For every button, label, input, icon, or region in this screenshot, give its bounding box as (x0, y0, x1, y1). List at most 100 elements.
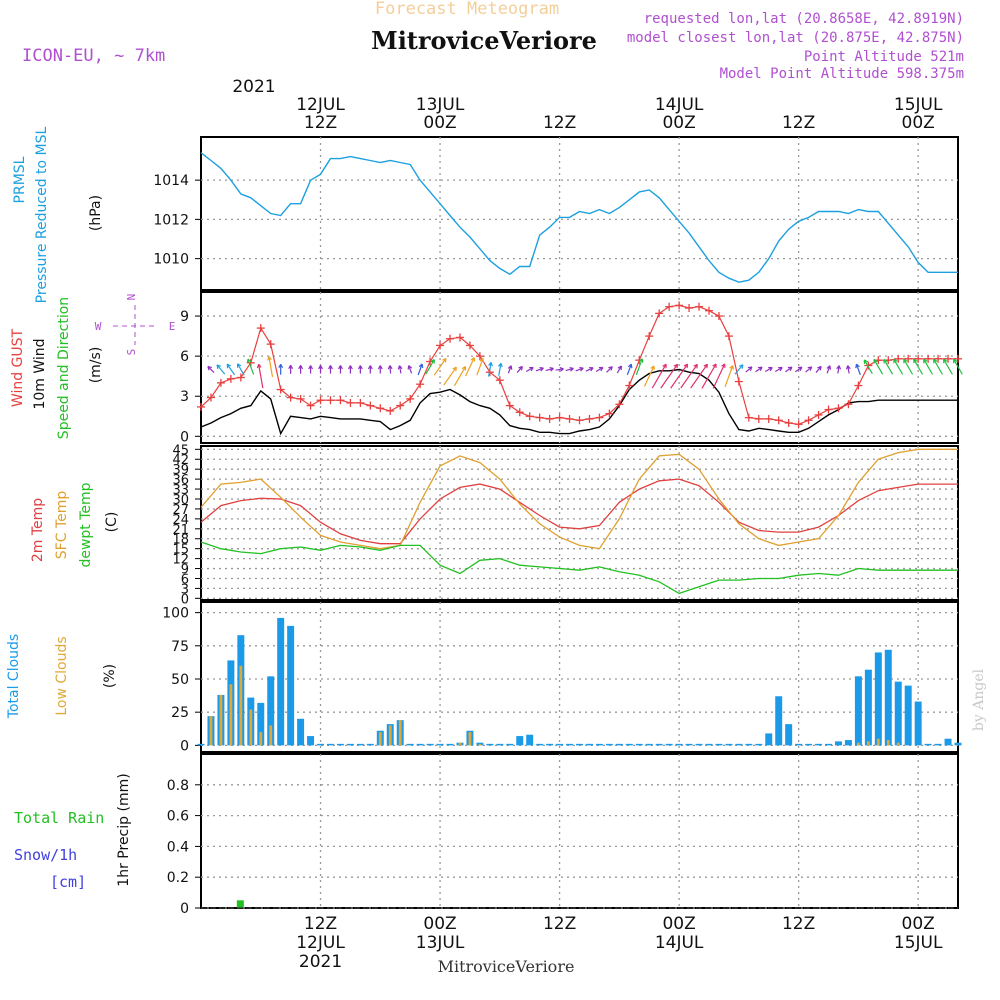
y-tick-label: 42 (172, 453, 189, 468)
wind-arrow (425, 359, 435, 375)
gust-marker (525, 412, 534, 421)
gust-marker (535, 413, 544, 422)
low-clouds-bar (896, 742, 900, 746)
gust-marker (734, 377, 743, 386)
watermark: by Angel (971, 668, 987, 731)
bottom-year-label: 2021 (299, 952, 342, 972)
total-clouds-bar (874, 652, 882, 746)
total-clouds-label: Total Clouds (6, 634, 22, 719)
temp-unit: (C) (104, 512, 120, 533)
y-tick-label: 75 (171, 639, 189, 655)
gust-marker (585, 414, 594, 423)
y-tick-label: 3 (181, 582, 189, 597)
bottom-hour-label: 12Z (782, 914, 815, 934)
snow-label: Snow/1h (14, 846, 77, 864)
total-clouds-bar (605, 743, 613, 746)
low-clouds-bar (866, 741, 870, 746)
total-clouds-bar (416, 743, 424, 746)
pressure-label-line2: Pressure Reduced to MSL (34, 126, 50, 303)
point-altitude: Point Altitude 521m (804, 49, 964, 65)
wind-arrow (855, 363, 861, 376)
y-tick-label: 0 (180, 429, 189, 445)
total-clouds-bar (566, 743, 574, 746)
wind-arrow (318, 365, 323, 374)
gust-marker (206, 393, 215, 402)
footer-title: MitroviceVeriore (438, 957, 575, 976)
y-tick-label: 15 (172, 543, 189, 558)
y-tick-label: 12 (172, 553, 189, 568)
total-clouds-bar (536, 743, 544, 746)
wind-arrow (893, 358, 904, 375)
y-tick-label: 0 (181, 592, 189, 607)
y-tick-label: 0.4 (167, 839, 189, 855)
temp-dewpt-line (200, 541, 958, 595)
wind-arrow (745, 366, 753, 373)
y-tick-label: 1014 (153, 173, 189, 189)
pressure-label-line1: PRMSL (12, 156, 28, 203)
wind-arrow (216, 364, 226, 375)
total-clouds-bar (317, 743, 325, 746)
total-clouds-bar (815, 743, 823, 746)
wind-arrow (826, 365, 832, 374)
wind-arrow (443, 366, 457, 386)
wind-arrow (256, 363, 264, 389)
gust-marker (545, 414, 554, 423)
y-tick-label: 9 (180, 309, 189, 325)
total-clouds-bar (346, 743, 354, 746)
wind-arrow (488, 362, 493, 377)
top-hour-label: 00Z (902, 113, 935, 133)
gust-marker (366, 401, 375, 410)
total-clouds-bar (765, 733, 773, 746)
wind-arrow (565, 366, 574, 372)
wind-arrow (207, 365, 215, 374)
low-clouds-bar (478, 744, 482, 746)
total-clouds-bar (526, 734, 534, 746)
svg-text:N: N (125, 294, 138, 301)
bottom-hour-label: 00Z (662, 914, 695, 934)
gust-marker (724, 332, 733, 341)
wind-arrow (724, 365, 734, 387)
temp-dewpt-label: dewpt Temp (78, 482, 94, 567)
wind-arrow (923, 358, 933, 375)
bottom-hour-label: 00Z (902, 914, 935, 934)
gust-marker (954, 354, 962, 363)
pressure-panel-frame (200, 136, 959, 291)
wind-arrow (347, 365, 353, 374)
top-date-label: 14JUL (655, 95, 704, 115)
y-tick-label: 27 (172, 503, 189, 518)
pressure-line (200, 152, 958, 283)
total-clouds-bar (944, 738, 952, 746)
y-tick-label: 18 (172, 533, 189, 548)
wind-arrow (298, 365, 304, 374)
total-clouds-bar (585, 743, 593, 746)
low-clouds-bar (219, 694, 223, 746)
total-clouds-bar (556, 743, 564, 746)
wind-arrow (465, 357, 476, 377)
total-clouds-bar (834, 741, 842, 746)
total-clouds-bar (775, 696, 783, 746)
wind-arrow (246, 358, 255, 375)
clouds-unit: (%) (102, 664, 118, 688)
gust-marker (555, 413, 564, 422)
gust-marker (316, 396, 325, 405)
gust-marker (834, 404, 843, 413)
total-clouds-bar (516, 736, 524, 746)
low-clouds-bar (378, 732, 382, 746)
low-clouds-bar (259, 732, 263, 746)
wind-arrow (836, 365, 842, 374)
gust-marker (595, 413, 604, 422)
gust-marker (645, 332, 654, 341)
gust-marker (804, 416, 813, 425)
total-clouds-bar (854, 676, 862, 746)
plot-marks (197, 152, 963, 909)
super-title: Forecast Meteogram (375, 0, 559, 19)
temp-sfc-label: SFC Temp (54, 491, 70, 560)
y-tick-label: 21 (172, 523, 189, 538)
wind-arrow (357, 365, 363, 374)
total-clouds-bar (695, 743, 703, 746)
precip-panel-frame (200, 753, 959, 909)
gust-marker (575, 416, 584, 425)
wind-arrow (575, 366, 584, 372)
gust-marker (695, 302, 704, 311)
total-clouds-bar (685, 743, 693, 746)
